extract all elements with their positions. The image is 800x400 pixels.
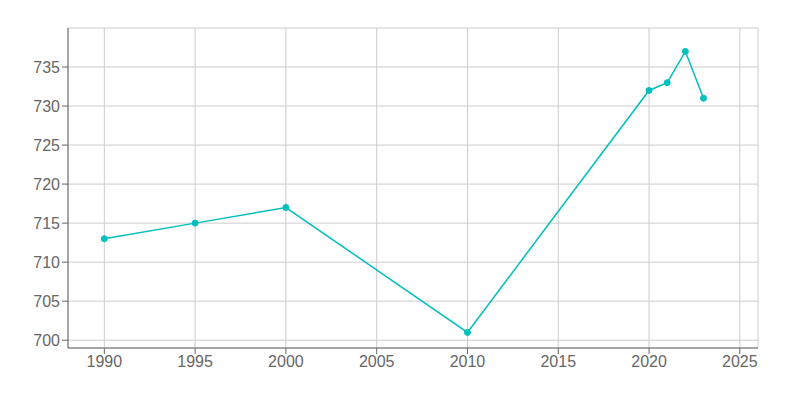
svg-text:710: 710 [33, 254, 60, 271]
svg-text:2000: 2000 [268, 353, 304, 370]
svg-text:1995: 1995 [177, 353, 213, 370]
svg-text:2015: 2015 [540, 353, 576, 370]
svg-text:735: 735 [33, 59, 60, 76]
svg-text:725: 725 [33, 137, 60, 154]
svg-text:730: 730 [33, 98, 60, 115]
svg-text:1990: 1990 [87, 353, 123, 370]
svg-text:720: 720 [33, 176, 60, 193]
svg-text:715: 715 [33, 215, 60, 232]
svg-text:705: 705 [33, 293, 60, 310]
svg-text:2025: 2025 [722, 353, 758, 370]
svg-text:700: 700 [33, 332, 60, 349]
svg-text:2010: 2010 [450, 353, 486, 370]
svg-text:2020: 2020 [631, 353, 667, 370]
svg-text:2005: 2005 [359, 353, 395, 370]
